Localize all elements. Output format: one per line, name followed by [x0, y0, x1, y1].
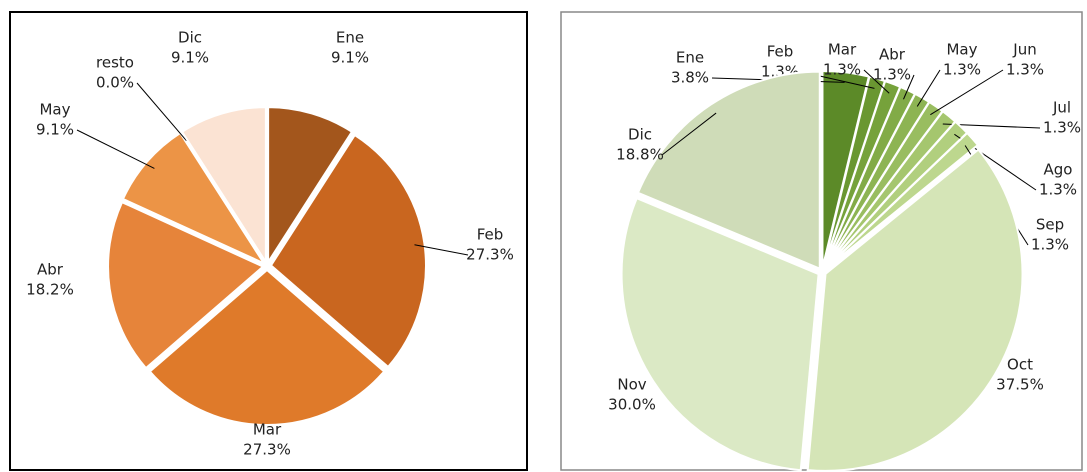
slice-value: 1.3% [943, 61, 981, 79]
slice-label: Mar [828, 41, 857, 59]
slice-value: 18.8% [616, 146, 664, 164]
slice-value: 30.0% [608, 396, 656, 414]
pie-slice [267, 106, 354, 266]
slice-value: 9.1% [331, 49, 369, 67]
leader-line [930, 69, 1004, 116]
slice-value: 1.3% [823, 61, 861, 79]
slice-label: Oct [1007, 356, 1033, 374]
pie-slice [620, 196, 820, 472]
pie-slice [107, 200, 265, 370]
leader-line [76, 129, 155, 169]
pie-slice [636, 70, 821, 271]
slice-value: 1.3% [1006, 61, 1044, 79]
slice-value: 9.1% [171, 49, 209, 67]
slice-label: Feb [767, 43, 794, 61]
slice-value: 3.8% [671, 69, 709, 87]
slice-value: 1.3% [1039, 181, 1077, 199]
pie-slice [180, 131, 266, 264]
slice-label: Feb [477, 226, 504, 244]
slice-label: Nov [617, 376, 646, 394]
slice-label: Sep [1036, 216, 1064, 234]
leader-line [414, 244, 469, 256]
slice-label: Mar [253, 421, 282, 439]
slice-value: 0.0% [96, 74, 134, 92]
pie-slice [180, 106, 267, 266]
leader-line [916, 69, 941, 107]
slice-label: resto [96, 54, 134, 72]
pie-slice [824, 131, 980, 271]
slice-value: 37.5% [996, 376, 1044, 394]
pie-slice [148, 268, 386, 426]
slice-label: Ene [336, 29, 364, 47]
slice-label: Jul [1052, 99, 1071, 117]
pie-slice [269, 133, 427, 369]
slice-value: 1.3% [1043, 119, 1081, 137]
slice-value: 27.3% [466, 246, 514, 264]
leader-line [863, 69, 890, 94]
slice-value: 27.3% [243, 441, 291, 459]
slice-label: May [946, 41, 977, 59]
slice-label: Dic [628, 126, 652, 144]
slice-value: 1.3% [1031, 236, 1069, 254]
slice-label: Ago [1044, 161, 1073, 179]
slice-value: 9.1% [36, 121, 74, 139]
pie-slice [806, 148, 1024, 472]
slice-value: 1.3% [873, 66, 911, 84]
leader-line [903, 74, 915, 100]
slice-value: 18.2% [26, 281, 74, 299]
slice-label: Dic [178, 29, 202, 47]
leader-line [661, 112, 717, 156]
slice-label: Abr [879, 46, 906, 64]
slice-label: May [39, 101, 70, 119]
chart-frame [9, 11, 528, 471]
slice-label: Abr [37, 261, 64, 279]
leader-line [136, 82, 187, 141]
pie-slice [121, 131, 267, 266]
slice-label: Ene [676, 49, 704, 67]
slice-label: Jun [1012, 41, 1036, 59]
